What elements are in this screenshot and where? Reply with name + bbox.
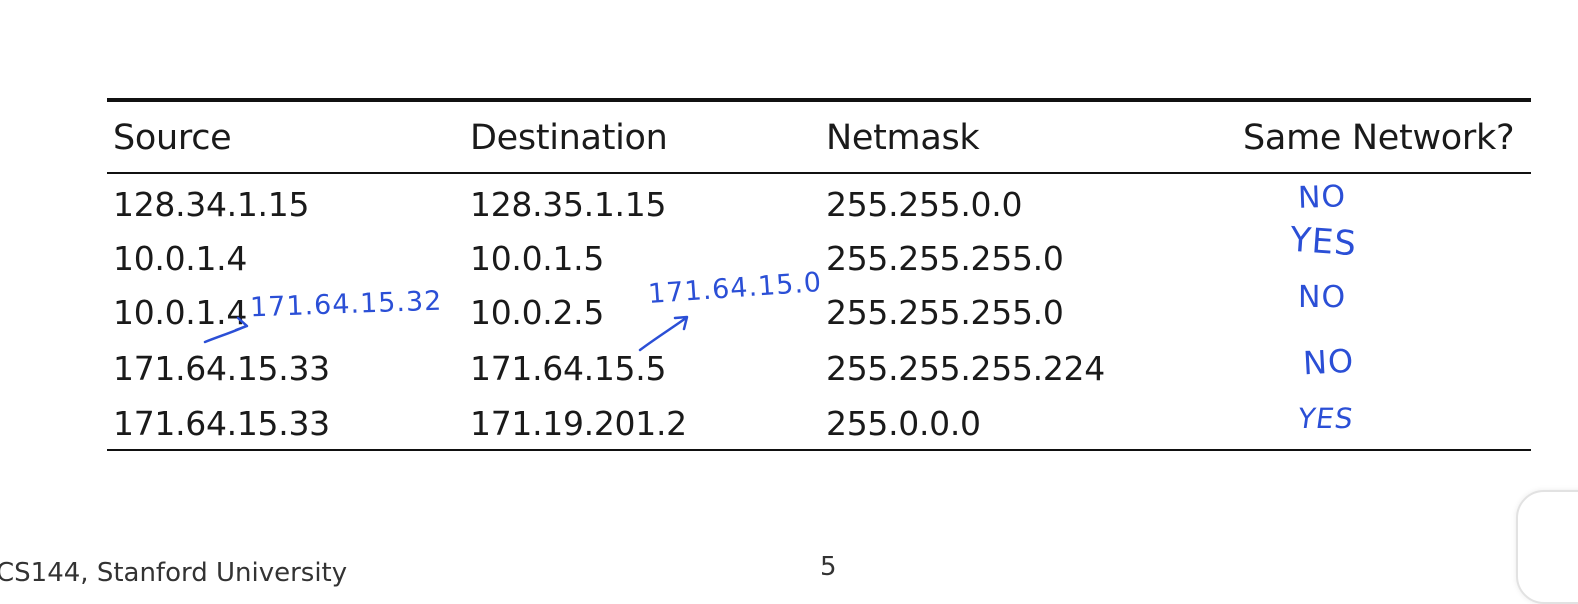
- corner-overlay-icon: [1516, 490, 1578, 604]
- row1-answer-handwritten: NO: [1297, 179, 1347, 216]
- destination-network-annotation: 171.64.15.0: [647, 266, 824, 311]
- row1-destination: 128.35.1.15: [470, 185, 667, 224]
- row5-answer-handwritten: YES: [1295, 402, 1356, 435]
- header-same-network: Same Network?: [1243, 118, 1515, 158]
- source-network-annotation: 171.64.15.32: [249, 285, 443, 324]
- row4-source: 171.64.15.33: [113, 349, 330, 388]
- row4-answer-handwritten: NO: [1302, 341, 1356, 383]
- slide: Source Destination Netmask Same Network?…: [0, 98, 1578, 604]
- header-source: Source: [113, 118, 232, 158]
- table-top-rule: [107, 98, 1531, 102]
- page-number: 5: [820, 552, 837, 582]
- row2-netmask: 255.255.255.0: [826, 239, 1064, 278]
- row2-source: 10.0.1.4: [113, 239, 248, 278]
- destination-annotation-arrow: [638, 316, 688, 352]
- row5-netmask: 255.0.0.0: [826, 404, 981, 443]
- row3-netmask: 255.255.255.0: [826, 293, 1064, 332]
- row4-destination: 171.64.15.5: [470, 349, 667, 388]
- row4-netmask: 255.255.255.224: [826, 349, 1105, 388]
- table-bottom-rule: [107, 449, 1531, 451]
- row3-answer-handwritten: NO: [1298, 280, 1347, 315]
- row1-netmask: 255.255.0.0: [826, 185, 1023, 224]
- row5-destination: 171.19.201.2: [470, 404, 687, 443]
- destination-annotation-arrowhead: [673, 315, 689, 331]
- header-netmask: Netmask: [826, 118, 980, 158]
- row3-source: 10.0.1.4: [113, 293, 248, 332]
- header-destination: Destination: [470, 118, 668, 158]
- row1-source: 128.34.1.15: [113, 185, 310, 224]
- row2-destination: 10.0.1.5: [470, 239, 605, 278]
- table-header-rule: [107, 172, 1531, 174]
- row5-source: 171.64.15.33: [113, 404, 330, 443]
- row3-destination: 10.0.2.5: [470, 293, 605, 332]
- footer-course: CS144, Stanford University: [0, 558, 348, 588]
- row2-answer-handwritten: YES: [1288, 219, 1359, 265]
